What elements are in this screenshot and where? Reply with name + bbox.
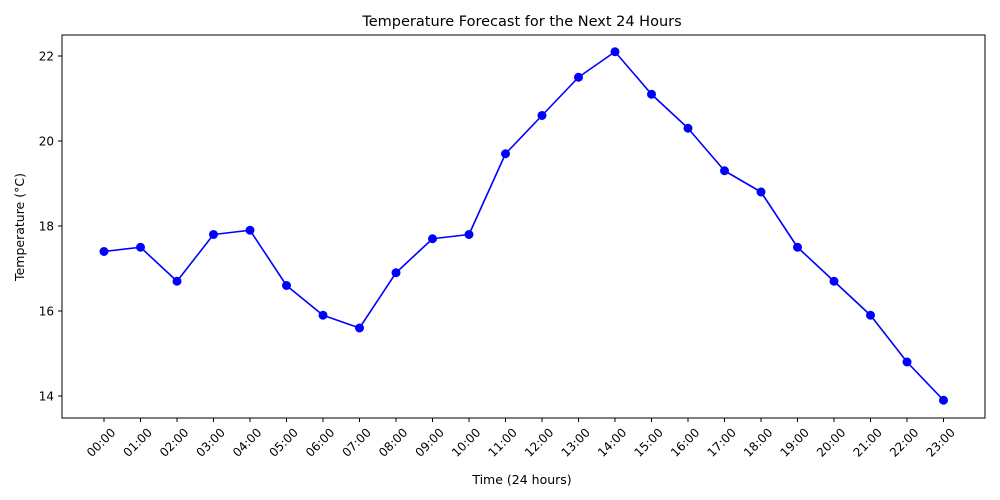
temperature-data-point [866, 310, 875, 320]
y-tick-label: 14 [39, 390, 54, 404]
temperature-data-point [428, 234, 437, 244]
temperature-data-point [720, 166, 729, 176]
temperature-data-point [209, 230, 218, 239]
temperature-data-point [756, 187, 766, 197]
temperature-data-point [172, 276, 182, 286]
temperature-data-point [683, 123, 693, 133]
temperature-data-point [136, 242, 145, 252]
chart-title: Temperature Forecast for the Next 24 Hou… [361, 14, 681, 30]
temperature-data-point [610, 47, 620, 57]
temperature-series-line [103, 50, 945, 401]
y-tick-label: 18 [39, 220, 54, 234]
temperature-data-point [99, 247, 109, 256]
temperature-data-point [391, 268, 401, 278]
y-tick-label: 16 [39, 305, 54, 319]
temperature-data-point [574, 72, 583, 82]
temperature-data-point [902, 357, 912, 367]
temperature-data-point [501, 149, 510, 159]
temperature-data-point [282, 281, 291, 290]
temperature-data-point [318, 310, 328, 320]
temperature-data-point [355, 323, 364, 333]
temperature-data-point [939, 395, 948, 405]
temperature-data-point [245, 225, 255, 235]
temperature-data-point [829, 276, 839, 286]
temperature-data-point [647, 89, 656, 99]
y-tick-label: 20 [39, 135, 54, 149]
temperature-data-point [537, 111, 547, 120]
y-tick-label: 22 [39, 50, 54, 64]
temperature-data-point [793, 242, 802, 252]
temperature-data-point [464, 230, 474, 239]
y-axis-label: Temperature (°C) [12, 173, 27, 282]
x-axis-label: Time (24 hours) [471, 472, 571, 487]
